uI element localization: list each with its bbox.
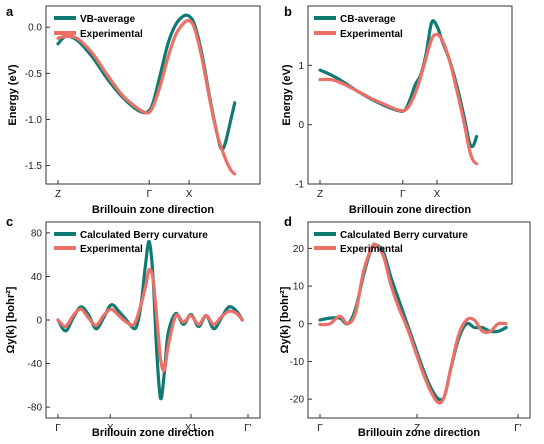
y-tick-label: -10: [290, 357, 305, 368]
x-axis-label: Brillouin zone direction: [358, 427, 481, 439]
y-tick-label: -1: [295, 180, 304, 191]
series-line-experimental: [318, 32, 479, 166]
axis-ticks: 1 0 -1 Z Γ X: [295, 61, 441, 200]
x-tick-label: Z: [414, 423, 420, 434]
panel-c: c 80 40 0 -40 -80 Γ X X1 Γ' Calculated Berry cur…: [5, 214, 261, 439]
x-tick-label: X: [434, 189, 441, 200]
y-tick-label: -20: [290, 395, 305, 406]
legend-label: Experimental: [340, 244, 403, 255]
legend-label: Calculated Berry curvature: [80, 230, 208, 241]
axis-ticks: 0.0 -0.5 -1.0 -1.5 Z Γ X: [25, 23, 193, 200]
axis-ticks: 80 40 0 -40 -80 Γ X X1 Γ': [28, 228, 252, 434]
series-lines: [318, 242, 508, 405]
y-tick-label: 80: [31, 228, 43, 239]
series-lines: [318, 19, 479, 166]
plot-frame: [45, 5, 261, 185]
series-line-experimental: [56, 18, 237, 176]
legend-label: Experimental: [80, 244, 143, 255]
panel-label: c: [6, 214, 13, 229]
y-tick-label: 0: [298, 120, 304, 131]
x-tick-label: Γ: [317, 423, 323, 434]
x-tick-label: Γ': [514, 423, 522, 434]
panel-label: a: [6, 4, 14, 19]
y-tick-label: -80: [28, 403, 43, 414]
legend-label: Experimental: [340, 29, 403, 40]
y-tick-label: 1: [298, 61, 304, 72]
panel-b: b 1 0 -1 Z Γ X CB-average Experimental Brillo…: [281, 4, 513, 216]
legend-label: CB-average: [340, 14, 396, 25]
x-axis-label: Brillouin zone direction: [349, 204, 472, 216]
axis-ticks: 20 10 0 -10 -20 Γ Z Γ': [290, 244, 522, 434]
y-axis-label: Energy (eV): [7, 64, 19, 125]
legend-label: Experimental: [80, 29, 143, 40]
x-tick-label: Γ': [244, 423, 252, 434]
panel-label: b: [284, 4, 292, 19]
y-tick-label: -1.0: [25, 115, 43, 126]
x-tick-label: X: [107, 423, 114, 434]
legend-label: VB-average: [80, 14, 135, 25]
plot-frame: [307, 221, 531, 419]
legend: Calculated Berry curvature Experimental: [314, 230, 468, 255]
x-tick-label: Γ: [146, 189, 152, 200]
x-tick-label: Z: [55, 189, 61, 200]
series-line-experimental: [318, 242, 508, 405]
y-axis-label: Energy (eV): [281, 64, 293, 125]
series-lines: [56, 13, 237, 176]
x-tick-label: X: [186, 189, 193, 200]
y-tick-label: -1.5: [25, 161, 43, 172]
y-tick-label: -0.5: [25, 69, 43, 80]
panel-label: d: [284, 214, 292, 229]
x-axis-label: Brillouin zone direction: [92, 427, 215, 439]
legend: Calculated Berry curvature Experimental: [54, 230, 208, 255]
legend: VB-average Experimental: [54, 14, 143, 40]
y-tick-label: 20: [293, 244, 305, 255]
x-tick-label: Γ: [55, 423, 61, 434]
legend: CB-average Experimental: [314, 14, 403, 40]
y-tick-label: 10: [293, 282, 305, 293]
x-tick-label: X1: [185, 423, 198, 434]
panel-d: d 20 10 0 -10 -20 Γ Z Γ' Calculated Berry curva…: [279, 214, 531, 439]
series-lines: [56, 239, 244, 401]
x-tick-label: Γ: [400, 189, 406, 200]
y-tick-label: 0.0: [28, 23, 42, 34]
panel-a: a 0.0 -0.5 -1.0 -1.5 Z Γ X VB-average Experime…: [6, 4, 261, 216]
legend-label: Calculated Berry curvature: [340, 230, 468, 241]
y-tick-label: 0: [298, 319, 304, 330]
x-axis-label: Brillouin zone direction: [92, 204, 215, 216]
y-tick-label: 40: [31, 272, 43, 283]
series-line-experimental: [56, 267, 244, 373]
plot-frame: [307, 5, 513, 185]
x-tick-label: Z: [317, 189, 323, 200]
y-axis-label: Ωy(k) [bohr²]: [279, 286, 291, 353]
y-tick-label: 0: [36, 316, 42, 327]
y-axis-label: Ωy(k) [bohr²]: [5, 286, 17, 353]
y-tick-label: -40: [28, 359, 43, 370]
